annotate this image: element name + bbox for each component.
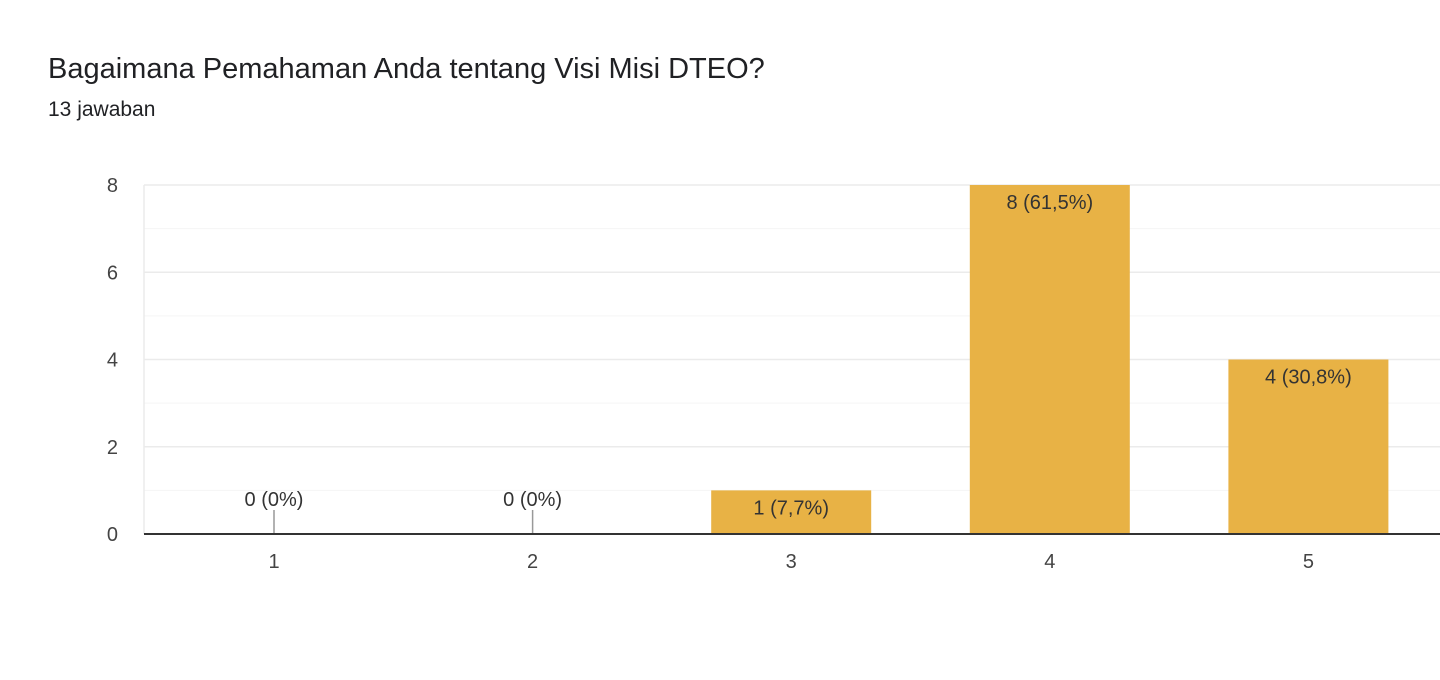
x-tick-label: 5 bbox=[1303, 551, 1314, 573]
y-tick-label: 0 bbox=[107, 524, 118, 546]
y-tick-label: 8 bbox=[107, 175, 118, 197]
question-title: Bagaimana Pemahaman Anda tentang Visi Mi… bbox=[48, 53, 765, 85]
data-label-3: 1 (7,7%) bbox=[753, 497, 829, 519]
y-tick-label: 6 bbox=[107, 262, 118, 284]
x-tick-label: 1 bbox=[268, 551, 279, 573]
y-tick-label: 2 bbox=[107, 437, 118, 459]
bar-5 bbox=[1228, 359, 1389, 534]
y-tick-label: 4 bbox=[107, 350, 118, 372]
data-label-2: 0 (0%) bbox=[503, 489, 562, 511]
bar-3 bbox=[711, 490, 872, 534]
data-label-5: 4 (30,8%) bbox=[1265, 367, 1352, 389]
response-count: 13 jawaban bbox=[48, 98, 156, 121]
x-tick-label: 3 bbox=[786, 551, 797, 573]
data-label-4: 8 (61,5%) bbox=[1006, 192, 1093, 214]
data-label-1: 0 (0%) bbox=[245, 489, 304, 511]
x-tick-label: 4 bbox=[1044, 551, 1055, 573]
x-tick-label: 2 bbox=[527, 551, 538, 573]
bar-4 bbox=[969, 185, 1130, 534]
